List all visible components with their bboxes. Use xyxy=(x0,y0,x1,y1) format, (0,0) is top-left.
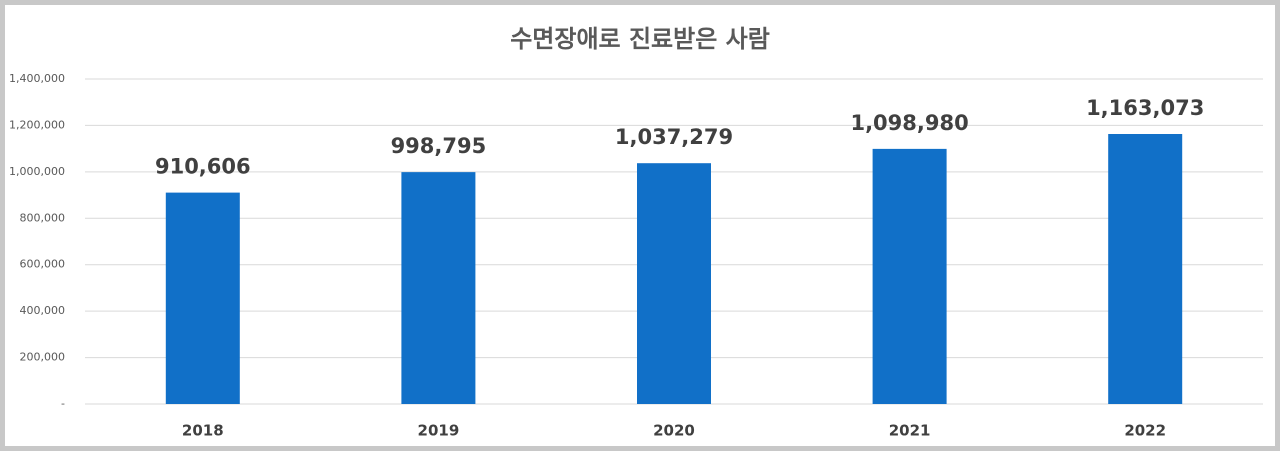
y-tick-label: - xyxy=(61,397,65,410)
x-tick-label: 2022 xyxy=(1124,422,1166,440)
bar xyxy=(165,192,240,404)
bar xyxy=(401,172,476,404)
value-label: 910,606 xyxy=(155,155,251,179)
value-label: 1,098,980 xyxy=(850,111,968,135)
value-label: 1,037,279 xyxy=(615,125,733,149)
bar xyxy=(872,148,947,404)
y-tick-label: 1,400,000 xyxy=(9,72,65,85)
value-label: 1,163,073 xyxy=(1086,96,1204,120)
y-tick-label: 1,200,000 xyxy=(9,118,65,131)
bar xyxy=(637,163,711,404)
y-tick-label: 200,000 xyxy=(20,351,66,364)
x-tick-label: 2019 xyxy=(418,422,460,440)
x-tick-label: 2018 xyxy=(182,422,224,440)
x-tick-label: 2020 xyxy=(653,422,695,440)
y-tick-label: 600,000 xyxy=(20,258,66,271)
y-tick-label: 400,000 xyxy=(20,304,66,317)
y-tick-label: 1,000,000 xyxy=(9,165,65,178)
y-tick-label: 800,000 xyxy=(20,211,66,224)
bar xyxy=(1108,134,1183,404)
chart-title: 수면장애로 진료받은 사람 xyxy=(510,25,770,53)
value-label: 998,795 xyxy=(391,134,487,158)
x-tick-label: 2021 xyxy=(889,422,931,440)
